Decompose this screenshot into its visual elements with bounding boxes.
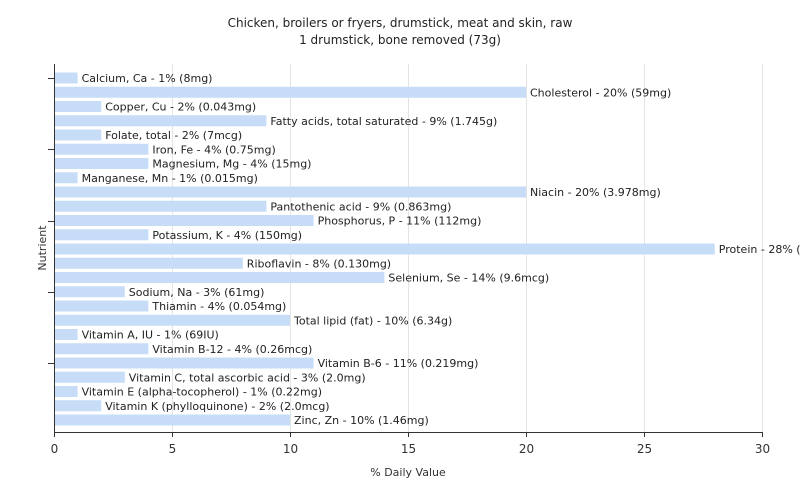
bar (54, 200, 267, 212)
x-tick-label: 30 (755, 442, 770, 456)
x-tick-label: 15 (401, 442, 416, 456)
x-tick-label: 0 (51, 442, 59, 456)
bar (54, 314, 290, 326)
bar (54, 300, 149, 312)
bar-label: Copper, Cu - 2% (0.043mg) (105, 101, 256, 114)
bar-label: Riboflavin - 8% (0.130mg) (247, 257, 391, 270)
bar-label: Cholesterol - 20% (59mg) (530, 86, 671, 99)
bar (54, 129, 102, 141)
bar-label: Total lipid (fat) - 10% (6.34g) (293, 314, 452, 327)
bar (54, 357, 314, 369)
bar-label: Zinc, Zn - 10% (1.46mg) (294, 414, 429, 427)
bar (54, 101, 102, 112)
bar-label: Manganese, Mn - 1% (0.015mg) (82, 172, 258, 185)
bar (54, 286, 125, 298)
bar-label: Phosphorus, P - 11% (112mg) (318, 215, 482, 228)
bar (54, 86, 526, 98)
bar (54, 186, 526, 198)
bar (54, 215, 314, 226)
bar (54, 371, 125, 383)
bar (54, 158, 149, 169)
x-tick-label: 5 (169, 442, 177, 456)
bar-label: Vitamin B-12 - 4% (0.26mcg) (152, 343, 312, 356)
bar-label: Pantothenic acid - 9% (0.863mg) (270, 200, 451, 213)
x-tick-label: 20 (519, 442, 534, 456)
bar (54, 172, 78, 184)
x-axis-label: % Daily Value (370, 466, 446, 479)
bar (54, 72, 78, 84)
bar-label: Vitamin K (phylloquinone) - 2% (2.0mcg) (105, 400, 329, 413)
bar (54, 257, 243, 269)
bar (54, 386, 78, 397)
bar-label: Selenium, Se - 14% (9.6mcg) (388, 272, 549, 285)
bar (54, 143, 149, 155)
x-tick-label: 25 (637, 442, 652, 456)
bar (54, 243, 715, 255)
chart-title: Chicken, broilers or fryers, drumstick, … (228, 16, 573, 30)
bar-label: Fatty acids, total saturated - 9% (1.745… (270, 115, 497, 128)
bar-label: Thiamin - 4% (0.054mg) (151, 300, 286, 313)
bar-label: Folate, total - 2% (7mcg) (105, 129, 242, 142)
bar-label: Potassium, K - 4% (150mg) (152, 229, 302, 242)
bar-label: Protein - 28% (14.07g) (719, 243, 800, 256)
bar (54, 115, 267, 127)
bar-label: Niacin - 20% (3.978mg) (530, 186, 661, 199)
bar-label: Sodium, Na - 3% (61mg) (129, 286, 265, 299)
bar (54, 343, 149, 355)
axes-group: 0 5 10 15 20 25 30 (48, 64, 770, 456)
bar-label: Vitamin B-6 - 11% (0.219mg) (318, 357, 479, 370)
x-tick-label: 10 (283, 442, 298, 456)
bars-group: Calcium, Ca - 1% (8mg) Cholesterol - 20% … (54, 72, 800, 427)
bar (54, 272, 385, 283)
bar (54, 400, 102, 412)
bar-label: Vitamin A, IU - 1% (69IU) (82, 329, 219, 342)
bar-label: Vitamin E (alpha-tocopherol) - 1% (0.22m… (82, 386, 322, 399)
bar-label: Iron, Fe - 4% (0.75mg) (152, 143, 275, 156)
bar-label: Magnesium, Mg - 4% (15mg) (152, 158, 311, 171)
bar (54, 329, 78, 340)
bar (54, 229, 149, 241)
chart-subtitle: 1 drumstick, bone removed (73g) (299, 33, 501, 47)
bar (54, 414, 290, 426)
y-axis-label: Nutrient (36, 225, 49, 271)
bar-label: Calcium, Ca - 1% (8mg) (82, 72, 213, 85)
bar-label: Vitamin C, total ascorbic acid - 3% (2.0… (129, 371, 366, 384)
